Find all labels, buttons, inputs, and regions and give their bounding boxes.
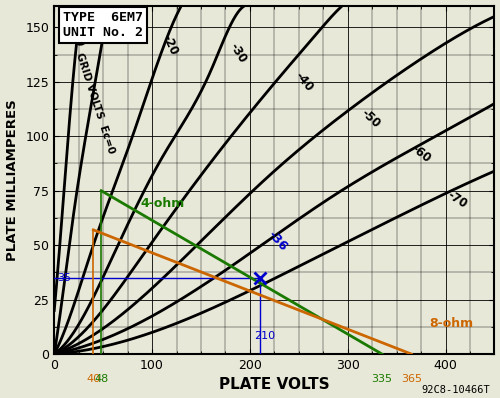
Text: -50: -50 — [358, 107, 382, 131]
Text: 4-ohm: 4-ohm — [140, 197, 184, 210]
Text: 210: 210 — [254, 331, 275, 341]
Text: 35: 35 — [57, 273, 71, 283]
Text: 92C8-10466T: 92C8-10466T — [422, 385, 490, 395]
Text: 365: 365 — [401, 374, 422, 384]
Text: -40: -40 — [292, 70, 316, 94]
Text: 335: 335 — [372, 374, 392, 384]
Text: -30: -30 — [227, 41, 250, 66]
Text: -10: -10 — [98, 20, 117, 44]
X-axis label: PLATE VOLTS: PLATE VOLTS — [219, 377, 330, 392]
Text: -36: -36 — [265, 228, 289, 254]
Text: -20: -20 — [160, 33, 180, 57]
Text: Ec=0: Ec=0 — [66, 14, 86, 49]
Text: 48: 48 — [94, 374, 108, 384]
Text: -70: -70 — [445, 188, 469, 211]
Text: 8-ohm: 8-ohm — [429, 317, 473, 330]
Text: GRID VOLTS  Ec=0: GRID VOLTS Ec=0 — [74, 52, 116, 155]
Text: TYPE  6EM7
UNIT No. 2: TYPE 6EM7 UNIT No. 2 — [63, 11, 143, 39]
Text: 40: 40 — [86, 374, 101, 384]
Y-axis label: PLATE MILLIAMPERES: PLATE MILLIAMPERES — [6, 99, 18, 261]
Text: -60: -60 — [408, 142, 434, 165]
